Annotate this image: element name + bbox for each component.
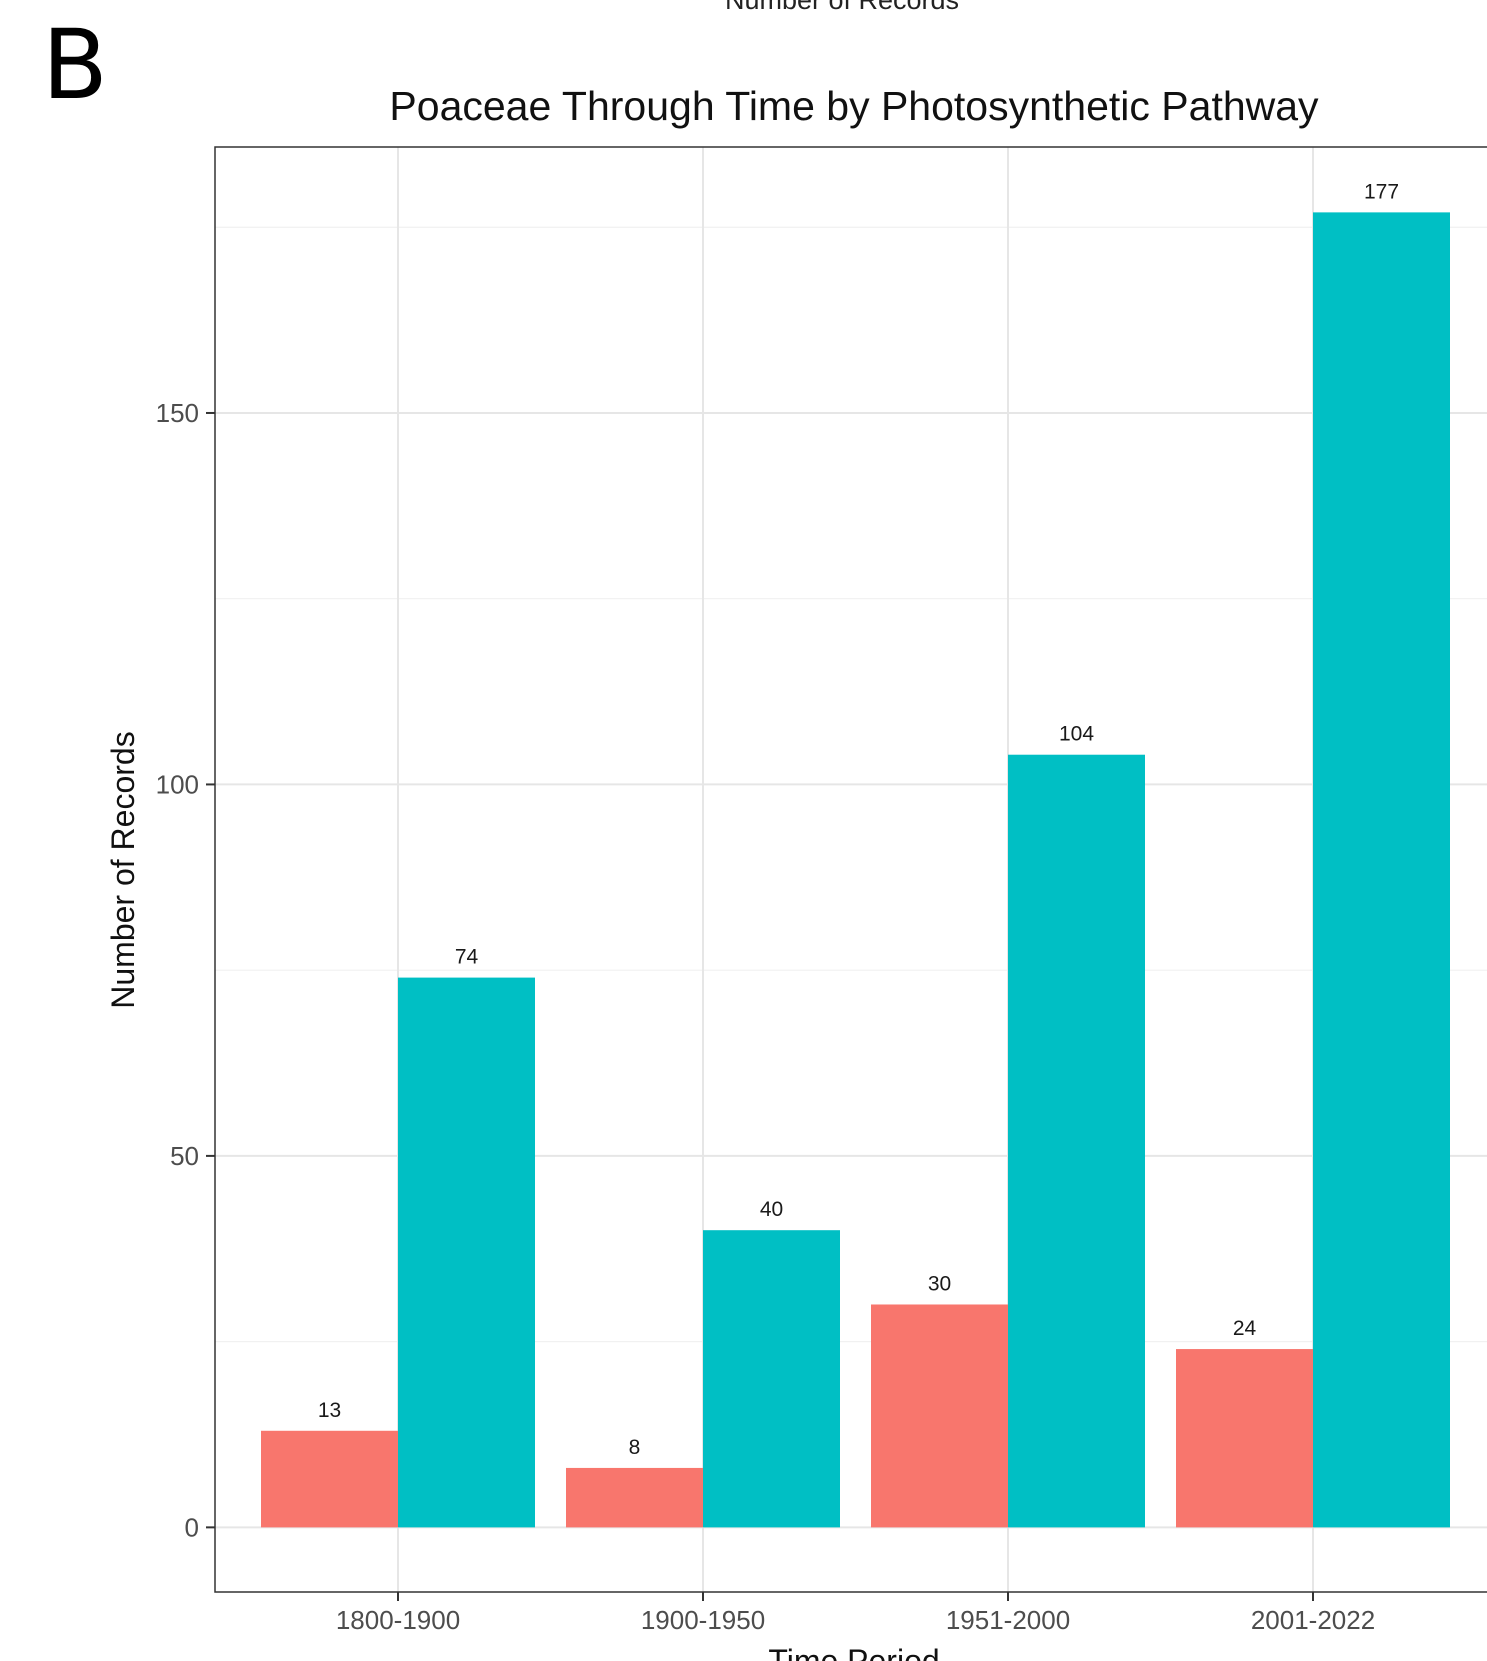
data-label: 8 (629, 1436, 641, 1459)
data-label: 177 (1364, 180, 1399, 203)
x-tick-label: 1900-1950 (641, 1605, 765, 1635)
data-labels: 13 8 30 24 74 40 104 177 (318, 180, 1399, 1459)
axes: 0 50 100 150 1800-1900 1900-1950 1951-2000 2001… (156, 398, 1376, 1635)
x-tick-label: 1800-1900 (336, 1605, 460, 1635)
data-label: 30 (928, 1272, 951, 1295)
bar (1176, 1349, 1313, 1528)
data-label: 104 (1059, 723, 1094, 746)
bar (703, 1230, 840, 1528)
y-axis-title: Number of Records (105, 731, 141, 1008)
chart-title: Poaceae Through Time by Photosynthetic P… (389, 83, 1319, 129)
x-tick-label: 2001-2022 (1251, 1605, 1375, 1635)
data-label: 13 (318, 1399, 341, 1422)
y-tick-label: 150 (156, 398, 199, 428)
bar (398, 977, 535, 1528)
top-cutoff-text: Number of Records (725, 0, 959, 15)
bar (1008, 754, 1145, 1528)
data-label: 74 (455, 946, 479, 969)
y-tick-label: 50 (170, 1141, 199, 1171)
plot-panel-border (214, 146, 1487, 1593)
data-label: 40 (760, 1198, 783, 1221)
bar (566, 1467, 703, 1528)
bar (871, 1304, 1008, 1528)
bar (261, 1430, 398, 1528)
y-tick-label: 0 (185, 1512, 199, 1542)
bar (1313, 212, 1450, 1528)
x-axis-title: Time Period (768, 1643, 939, 1661)
y-tick-label: 100 (156, 769, 199, 799)
data-label: 24 (1233, 1317, 1257, 1340)
bars (261, 212, 1450, 1528)
panel-letter: B (42, 9, 108, 121)
x-tick-label: 1951-2000 (946, 1605, 1070, 1635)
